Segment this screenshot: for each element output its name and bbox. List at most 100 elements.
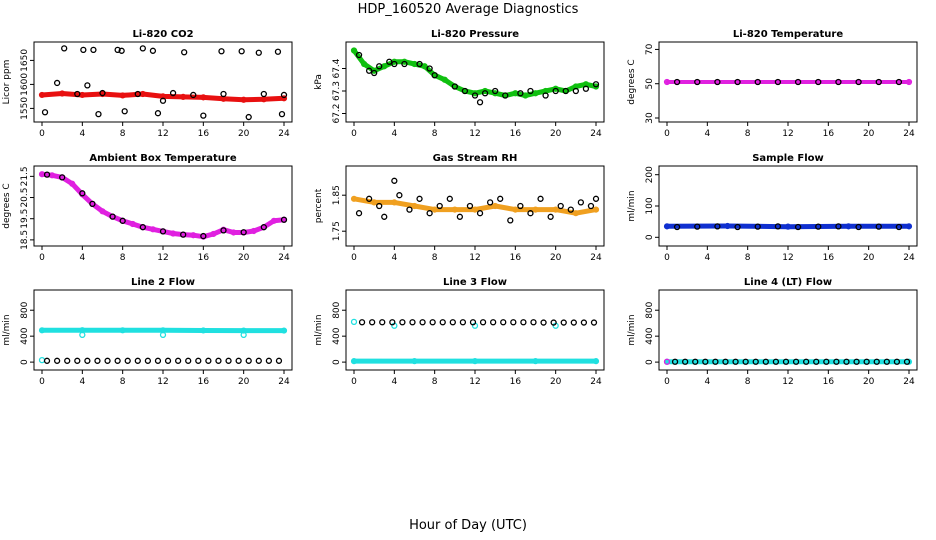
data-point (873, 358, 880, 365)
data-point (235, 357, 242, 364)
x-tick-label: 20 (238, 377, 250, 387)
data-point (371, 199, 378, 206)
panel-title: Li-820 Pressure (431, 29, 519, 40)
data-point (181, 49, 188, 56)
data-point (471, 358, 479, 365)
data-point (471, 206, 479, 213)
data-point (74, 357, 81, 364)
data-point (456, 213, 464, 220)
data-point (429, 319, 436, 326)
data-point (84, 82, 91, 89)
x-tick-label: 24 (590, 377, 602, 387)
data-point (592, 83, 600, 90)
data-point (59, 90, 66, 97)
data-point (280, 95, 288, 102)
plot-frame (33, 41, 293, 123)
data-point (275, 357, 283, 364)
data-point (542, 92, 549, 99)
data-point (350, 47, 358, 54)
data-point (530, 319, 537, 326)
data-point (139, 224, 146, 231)
data-point (486, 199, 494, 206)
x-tick-label: 24 (278, 377, 290, 387)
figure-x-axis-label: Hour of Day (UTC) (409, 518, 527, 533)
data-point (446, 195, 453, 202)
x-tick-label: 8 (120, 129, 126, 139)
data-point (225, 357, 232, 364)
data-point (426, 65, 433, 72)
data-point (572, 87, 579, 95)
data-point (38, 357, 46, 364)
panel-title: Line 4 (LT) Flow (744, 277, 832, 288)
data-point (436, 202, 443, 210)
data-point (154, 110, 162, 117)
data-point (845, 223, 852, 230)
data-point (663, 358, 671, 365)
data-point (240, 229, 247, 236)
data-point (552, 85, 559, 92)
data-point (855, 78, 862, 86)
data-point (391, 199, 398, 206)
panel-4: Ambient Box Temperature 0 4 8 12 16 20 24 18.519… (2, 153, 293, 263)
x-tick-label: 0 (351, 377, 357, 387)
series-2 (673, 223, 903, 231)
x-tick-label: 24 (278, 253, 290, 263)
x-tick-label: 8 (745, 129, 751, 139)
series-1 (38, 327, 288, 334)
data-point (159, 228, 167, 235)
data-point (421, 63, 428, 70)
data-point (99, 208, 106, 215)
data-point (260, 90, 267, 98)
data-point (260, 224, 267, 231)
data-point (238, 48, 245, 55)
data-point (572, 210, 579, 217)
series-2 (663, 358, 671, 365)
x-tick-label: 16 (510, 253, 522, 263)
data-point (220, 90, 227, 98)
data-point (95, 111, 102, 118)
data-point (500, 319, 507, 326)
plot-frame (658, 289, 918, 371)
x-tick-label: 0 (664, 253, 670, 263)
x-tick-label: 8 (432, 377, 438, 387)
data-point (532, 90, 539, 97)
data-point (431, 206, 438, 213)
data-point (79, 190, 86, 197)
data-point (451, 206, 458, 213)
data-point (507, 217, 514, 224)
data-point (174, 357, 182, 364)
x-tick-label: 24 (903, 377, 915, 387)
x-tick-label: 16 (510, 129, 522, 139)
y-axis-label: ml/min (314, 314, 324, 345)
data-point (386, 58, 393, 65)
data-point (200, 327, 207, 334)
data-point (250, 227, 257, 235)
y-tick-label: 0 (20, 359, 30, 365)
data-point (774, 78, 782, 86)
x-tick-label: 4 (704, 253, 710, 263)
data-point (396, 192, 403, 199)
data-point (532, 206, 539, 213)
series-1 (663, 78, 913, 86)
data-point (245, 113, 252, 121)
data-point (803, 358, 810, 365)
x-tick-label: 20 (863, 253, 875, 263)
data-point (835, 78, 842, 86)
x-tick-label: 4 (704, 377, 710, 387)
data-point (550, 319, 557, 326)
data-point (61, 45, 68, 52)
panel-7: Line 2 Flow 0 4 8 12 16 20 24 0 400 800 ml/min (2, 277, 293, 387)
data-point (79, 331, 86, 339)
x-tick-label: 12 (782, 253, 793, 263)
data-point (580, 319, 588, 326)
data-point (784, 223, 792, 230)
x-tick-label: 12 (157, 377, 168, 387)
data-point (144, 357, 152, 364)
data-point (752, 358, 759, 365)
panel-title: Li-820 Temperature (733, 29, 843, 40)
x-tick-label: 16 (823, 253, 835, 263)
data-point (350, 195, 358, 202)
data-point (200, 232, 207, 240)
data-point (90, 46, 97, 53)
data-point (215, 357, 222, 364)
